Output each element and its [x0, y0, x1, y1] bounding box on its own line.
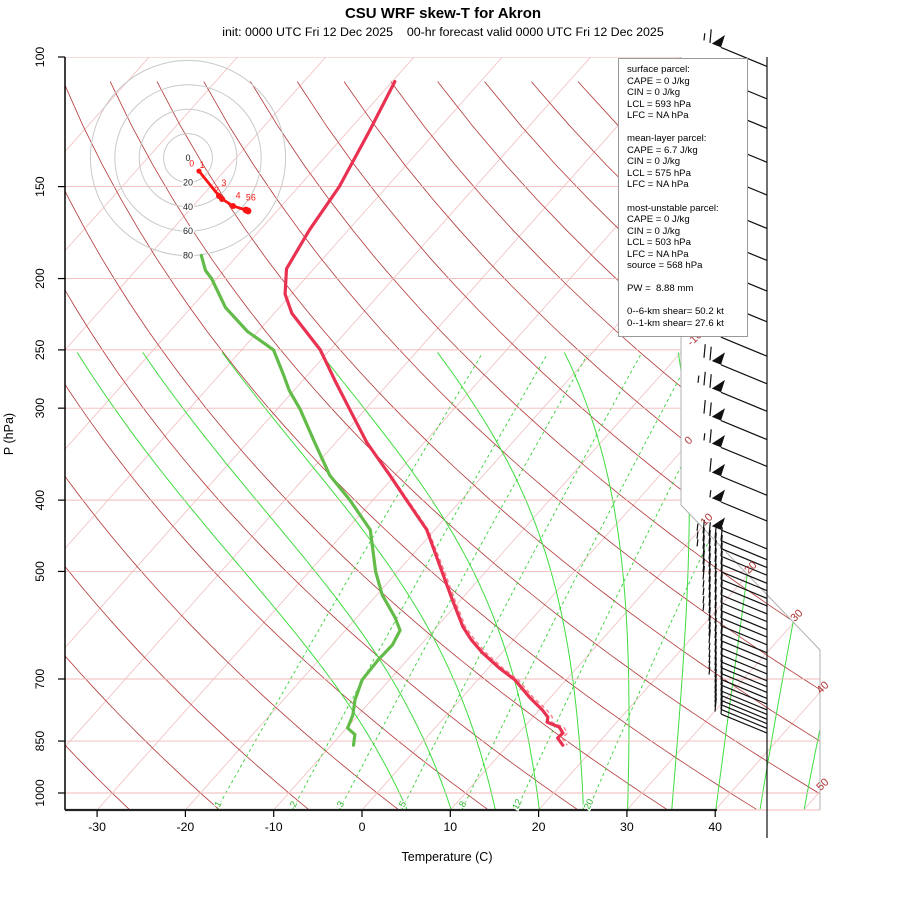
axes: -30 -20 -10 0 10 20 30 401001502002503004005007…	[2, 47, 722, 864]
isotherm-label: 0	[683, 434, 696, 447]
hodograph-ring-label: 20	[183, 177, 193, 187]
x-tick-label: 40	[708, 820, 722, 834]
y-tick-label: 100	[33, 47, 47, 68]
info-line: CIN = 0 J/kg	[627, 156, 681, 168]
mixing-ratio-labels: 1 2 3 5 8 12 20	[211, 796, 597, 812]
y-tick-label: 200	[33, 268, 47, 289]
y-tick-label: 150	[33, 176, 47, 197]
hodograph-ring-label: 80	[183, 251, 193, 261]
info-line: LFC = NA hPa	[627, 248, 689, 260]
info-line: LFC = NA hPa	[627, 179, 689, 191]
dry-adiabats	[65, 81, 820, 810]
x-tick-label: -10	[265, 820, 283, 834]
info-line: LCL = 575 hPa	[627, 167, 691, 179]
dewpoint-trace	[199, 253, 402, 747]
y-axis-title: P (hPa)	[2, 413, 16, 455]
info-line: CAPE = 0 J/kg	[627, 75, 690, 87]
hodograph: 0 20 40 60 80 0 1 32 4 56	[89, 59, 287, 262]
mixing-ratio-label: 3	[335, 800, 346, 809]
parcel-info-box: surface parcel: CAPE = 0 J/kg CIN = 0 J/kg…	[618, 58, 748, 337]
x-tick-label: 30	[620, 820, 634, 834]
isotherm-label: 30	[788, 607, 805, 624]
info-line: LCL = 503 hPa	[627, 237, 691, 249]
mixing-ratio-label: 1	[212, 800, 223, 809]
x-axis-title: Temperature (C)	[402, 850, 493, 864]
y-tick-label: 300	[33, 398, 47, 419]
info-line: CIN = 0 J/kg	[627, 87, 681, 99]
moist-adiabats	[76, 352, 820, 810]
hodograph-point-label: 1	[200, 160, 205, 170]
hodograph-point-label: 0	[189, 159, 194, 169]
info-line-spacer	[627, 122, 744, 134]
info-line-spacer	[627, 191, 744, 203]
hodograph-ring-label: 60	[183, 226, 193, 236]
mixing-ratio-label: 2	[288, 800, 299, 809]
info-line: CAPE = 0 J/kg	[627, 214, 690, 226]
info-line: LCL = 593 hPa	[627, 98, 691, 110]
y-tick-label: 700	[33, 669, 47, 690]
info-line: CIN = 0 J/kg	[627, 225, 681, 237]
hodograph-ring-label: 40	[183, 202, 193, 212]
info-line-spacer	[627, 295, 744, 307]
hodograph-point-label: 4	[236, 190, 241, 200]
info-line: source = 568 hPa	[627, 260, 703, 272]
x-tick-label: 10	[443, 820, 457, 834]
mixing-ratio-label: 5	[397, 800, 408, 809]
y-tick-label: 250	[33, 339, 47, 360]
virtual-temp-trace	[349, 408, 569, 746]
isotherm-label: 50	[814, 776, 831, 793]
y-tick-label: 850	[33, 731, 47, 752]
hodograph-point-label: 2	[214, 185, 219, 195]
info-line-spacer	[627, 272, 744, 284]
x-tick-label: -30	[88, 820, 106, 834]
info-line: PW = 8.88 mm	[627, 283, 694, 295]
mixing-ratio-label: 8	[457, 800, 468, 809]
hodograph-trace: 0 1 32 4 56	[189, 159, 256, 215]
chart-title: CSU WRF skew-T for Akron	[344, 5, 542, 22]
isotherm-label: 40	[814, 679, 831, 696]
x-tick-label: 20	[532, 820, 546, 834]
y-tick-label: 1000	[33, 779, 47, 807]
info-line: most-unstable parcel:	[627, 202, 719, 214]
info-line: 0--6-km shear= 50.2 kt	[627, 306, 724, 318]
info-line: mean-layer parcel:	[627, 133, 707, 145]
x-tick-label: 0	[359, 820, 366, 834]
x-tick-label: -20	[177, 820, 195, 834]
hodograph-point-label: 56	[246, 193, 256, 203]
hodograph-point-label: 3	[222, 178, 227, 188]
chart-subtitle: init: 0000 UTC Fri 12 Dec 2025 00-hr for…	[222, 25, 664, 39]
hodograph-ring-label: 0	[185, 153, 190, 163]
temperature-trace	[283, 79, 565, 747]
info-line: 0--1-km shear= 27.6 kt	[627, 318, 724, 330]
y-tick-label: 400	[33, 490, 47, 511]
y-tick-label: 500	[33, 561, 47, 582]
info-line: surface parcel:	[627, 64, 690, 75]
info-line: LFC = NA hPa	[627, 110, 689, 122]
info-line: CAPE = 6.7 J/kg	[627, 144, 698, 156]
